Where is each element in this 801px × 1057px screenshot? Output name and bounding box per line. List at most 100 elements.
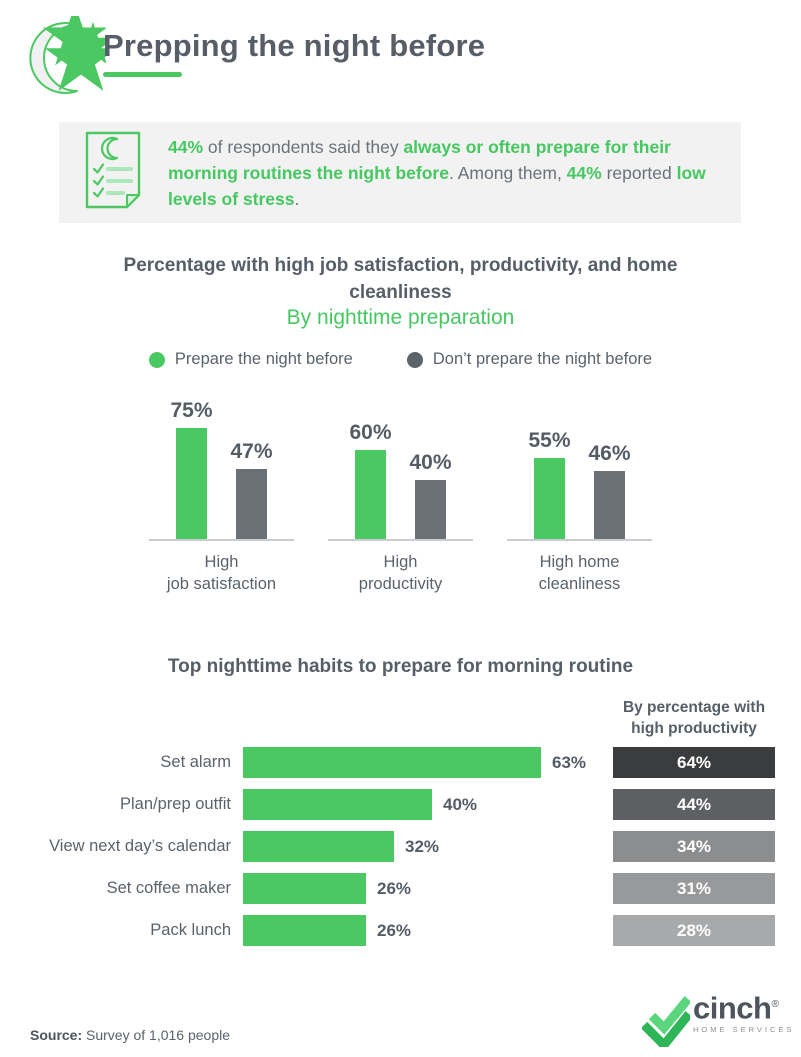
habit-label: Set coffee maker: [106, 879, 231, 897]
chart2-title: Top nighttime habits to prepare for morn…: [167, 656, 634, 677]
bar-column-dont-prepare: 40%: [410, 451, 452, 539]
habit-value-label: 32%: [405, 837, 440, 856]
callout-highlight: 44%: [566, 162, 602, 183]
productivity-box: 28%: [613, 915, 775, 946]
productivity-box: 64%: [613, 747, 775, 778]
category-label-line: High: [383, 553, 418, 571]
bar-group: 75% 47% High job satisfaction: [132, 398, 311, 595]
bars-row: 75% 47%: [132, 398, 311, 539]
chart1-title-text: Percentage with high job satisfaction, p…: [123, 255, 678, 303]
category-label: High job satisfaction: [132, 551, 311, 595]
callout-plain: .: [294, 188, 300, 209]
source-note: Source: Survey of 1,016 people: [30, 1027, 230, 1043]
source-label: Source:: [30, 1027, 83, 1043]
bar-value-label: 55%: [528, 429, 571, 452]
chart2-rows: Set alarm 63% 64% Plan/prep outfit 40% 44% Vie…: [0, 747, 801, 957]
legend-label: Don’t prepare the night before: [432, 350, 653, 368]
chart1-subtitle: By nighttime preparation: [286, 306, 515, 329]
title-underline: [103, 72, 182, 77]
bar-dont-prepare: [594, 471, 626, 539]
callout-text: 44% of respondents said they always or o…: [168, 134, 713, 212]
bar-value-label: 60%: [349, 421, 392, 444]
brand-name: cinch®: [693, 989, 794, 1024]
brand-logo: cinch® HOME SERVICES: [640, 989, 795, 1052]
habit-value-label: 63%: [552, 753, 587, 772]
productivity-box: 44%: [613, 789, 775, 820]
bar-dont-prepare: [415, 480, 447, 539]
bar-value-label: 46%: [588, 442, 631, 465]
source-text: Survey of 1,016 people: [82, 1027, 231, 1043]
category-label-line: job satisfaction: [166, 575, 277, 593]
habit-value-label: 26%: [377, 921, 412, 940]
bar-column-prepare: 60%: [349, 421, 392, 539]
callout-plain: reported: [601, 162, 677, 183]
bar-value-label: 75%: [170, 399, 213, 422]
category-label-line: High home: [539, 553, 620, 571]
brand-text: cinch® HOME SERVICES: [693, 989, 795, 1035]
chart2-secondary-column-header: By percentage with high productivity: [622, 699, 766, 737]
habit-bar: [243, 873, 366, 904]
callout-panel: 44% of respondents said they always or o…: [59, 122, 741, 223]
moon-and-stars-icon: [22, 16, 106, 105]
category-label: High home cleanliness: [490, 551, 669, 595]
legend-item: Prepare the night before: [148, 350, 353, 369]
axis-baseline: [328, 539, 473, 541]
chart1-legend: Prepare the night before Don’t prepare th…: [0, 350, 801, 369]
brand-wordmark: cinch: [693, 990, 772, 1026]
chart1-title: Percentage with high job satisfaction, p…: [0, 252, 801, 306]
habit-bar: [243, 789, 432, 820]
callout-highlight: 44%: [168, 136, 204, 157]
category-label-line: High: [204, 553, 239, 571]
page-title: Prepping the night before: [103, 28, 486, 63]
bar-dont-prepare: [236, 469, 268, 539]
bar-value-label: 40%: [409, 451, 452, 474]
habit-row: Set alarm 63% 64%: [0, 747, 801, 778]
brand-tagline: HOME SERVICES: [693, 1025, 795, 1035]
habit-label: Pack lunch: [150, 921, 231, 939]
habit-row: Plan/prep outfit 40% 44%: [0, 789, 801, 820]
productivity-box: 34%: [613, 831, 775, 862]
checklist-note-icon: [84, 131, 142, 214]
bars-row: 55% 46%: [490, 398, 669, 539]
bar-column-dont-prepare: 47%: [231, 440, 273, 539]
bar-prepare: [354, 450, 386, 539]
callout-plain: . Among them,: [448, 162, 567, 183]
category-label-line: cleanliness: [538, 575, 621, 593]
callout-highlight: always or often prepare for their mornin…: [168, 136, 671, 183]
bar-column-prepare: 55%: [528, 429, 571, 539]
habit-row: Set coffee maker 26% 31%: [0, 873, 801, 904]
bar-column-dont-prepare: 46%: [589, 442, 631, 539]
bar-group: 55% 46% High home cleanliness: [490, 398, 669, 595]
registered-mark: ®: [771, 999, 779, 1010]
habit-bar: [243, 831, 394, 862]
title-block: Prepping the night before: [103, 28, 485, 77]
habit-bar: [243, 747, 541, 778]
habit-label: Plan/prep outfit: [120, 795, 231, 813]
legend-dot: [406, 351, 423, 368]
callout-highlight: low levels of stress: [168, 162, 706, 209]
habit-label: Set alarm: [160, 753, 231, 771]
bar-column-prepare: 75%: [170, 399, 213, 539]
habit-row: Pack lunch 26% 28%: [0, 915, 801, 946]
bar-group: 60% 40% High productivity: [311, 398, 490, 595]
bar-prepare: [533, 458, 565, 539]
legend-label: Prepare the night before: [174, 350, 353, 368]
habit-value-label: 26%: [377, 879, 412, 898]
habit-value-label: 40%: [443, 795, 478, 814]
chart1-grouped-bars: 75% 47% High job satisfaction 60% 40% High prod…: [132, 398, 669, 595]
axis-baseline: [507, 539, 652, 541]
productivity-box: 31%: [613, 873, 775, 904]
double-check-icon: [640, 995, 693, 1052]
bars-row: 60% 40%: [311, 398, 490, 539]
legend-item: Don’t prepare the night before: [406, 350, 653, 369]
habit-row: View next day’s calendar 32% 34%: [0, 831, 801, 862]
category-label-line: productivity: [358, 575, 443, 593]
bar-prepare: [175, 428, 207, 539]
callout-plain: of respondents said they: [203, 136, 404, 157]
habit-bar: [243, 915, 366, 946]
bar-value-label: 47%: [230, 440, 273, 463]
legend-dot: [148, 351, 165, 368]
habit-label: View next day’s calendar: [49, 837, 231, 855]
header: Prepping the night before: [22, 14, 622, 110]
